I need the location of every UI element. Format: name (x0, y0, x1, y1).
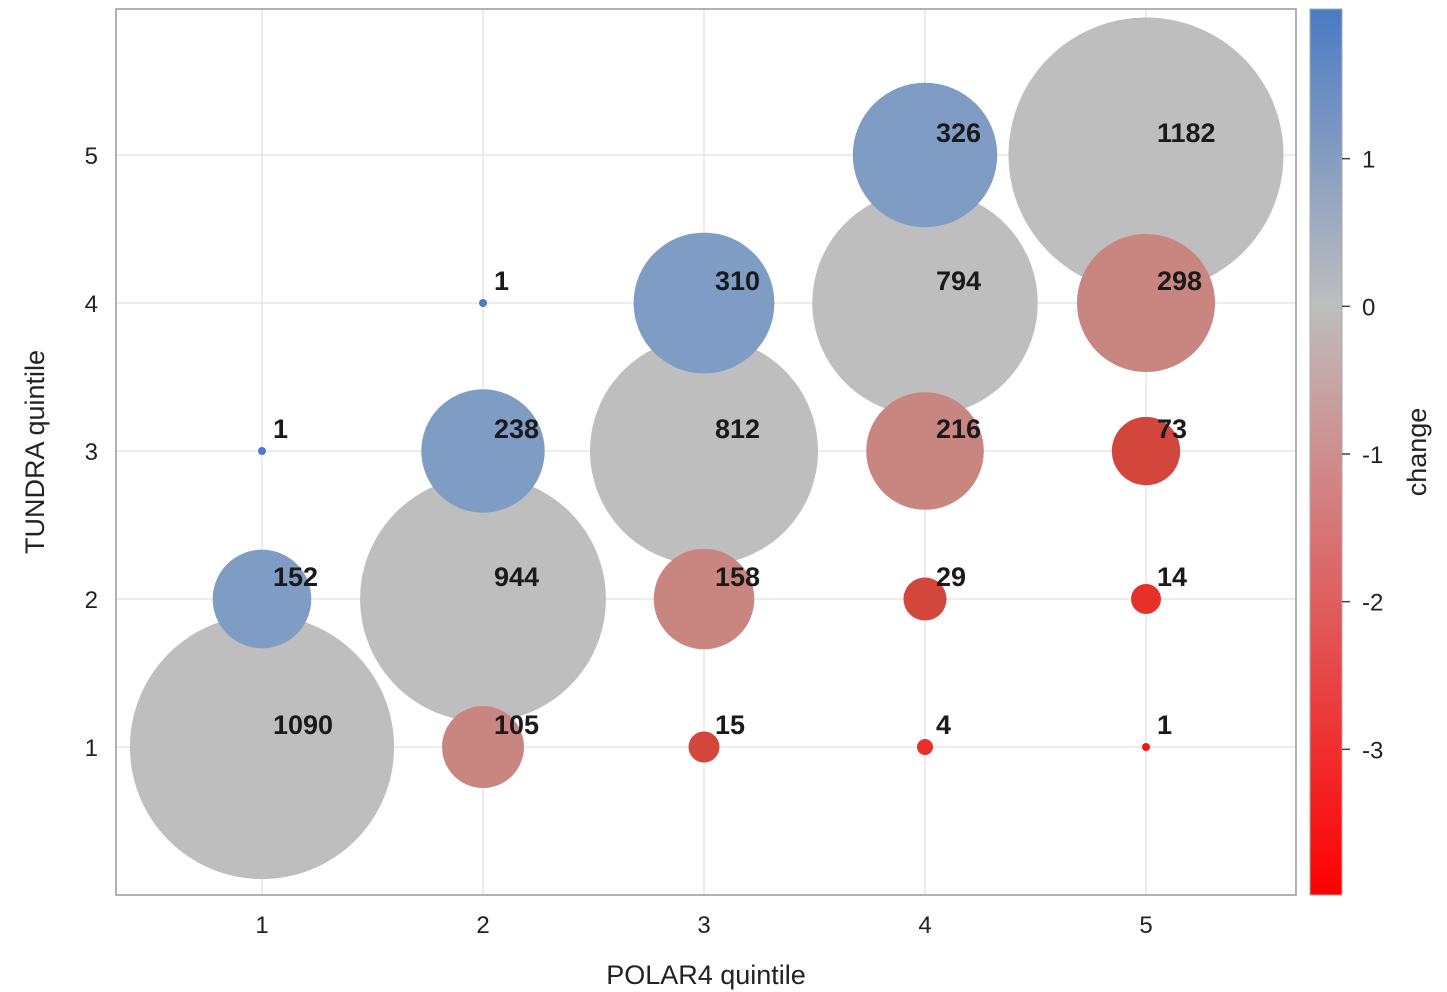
bubble-count-label: 158 (715, 562, 760, 592)
colorbar-frame (1309, 8, 1343, 896)
x-tick-label: 5 (1139, 912, 1152, 939)
bubble-count-label: 4 (936, 710, 951, 740)
x-tick-label: 4 (918, 912, 931, 939)
bubble-point (866, 392, 984, 510)
bubbles (129, 17, 1284, 880)
y-axis-ticks: 1 2 3 4 5 (85, 143, 98, 762)
bubble-point (479, 299, 487, 307)
bubble-count-label: 812 (715, 414, 760, 444)
bubble-point (653, 548, 755, 650)
bubble-count-label: 944 (494, 562, 539, 592)
bubble-count-label: 298 (1157, 266, 1202, 296)
x-axis-ticks: 1 2 3 4 5 (255, 912, 1152, 939)
plot-frame (115, 8, 1297, 896)
bubble-point (688, 731, 720, 763)
y-tick-label: 4 (85, 291, 98, 318)
colorbar-tick-label: 0 (1362, 294, 1375, 321)
bubble-count-label: 794 (936, 266, 981, 296)
bubble-point (1142, 743, 1150, 751)
colorbar-tick-label: 1 (1362, 147, 1375, 174)
bubble-count-label: 15 (715, 710, 745, 740)
bubble-labels: 1090 152 1 105 944 238 1 15 158 812 310 4 29 216 794 32… (273, 118, 1216, 740)
bubble-point (852, 82, 998, 228)
bubble-point (1076, 233, 1216, 373)
bubble-count-label: 73 (1157, 414, 1187, 444)
bubble-count-label: 29 (936, 562, 966, 592)
colorbar-tick-label: -3 (1362, 737, 1383, 764)
colorbar-label: change (1402, 408, 1432, 497)
bubble-point (360, 476, 606, 722)
bubble-count-label: 238 (494, 414, 539, 444)
x-axis-label: POLAR4 quintile (606, 960, 806, 990)
bubble-point (917, 739, 933, 755)
y-tick-label: 2 (85, 587, 98, 614)
bubble-count-label: 326 (936, 118, 981, 148)
colorbar (1310, 9, 1342, 895)
bubble-count-label: 310 (715, 266, 760, 296)
y-tick-label: 3 (85, 439, 98, 466)
bubble-point (633, 232, 775, 374)
colorbar-tick-label: -2 (1362, 590, 1383, 617)
y-tick-label: 5 (85, 143, 98, 170)
y-tick-label: 1 (85, 735, 98, 762)
bubble-count-label: 216 (936, 414, 981, 444)
colorbar-ticks: 1 0 -1 -2 -3 (1342, 147, 1383, 764)
colorbar-tick-label: -1 (1362, 442, 1383, 469)
x-tick-label: 2 (476, 912, 489, 939)
bubble-point (812, 190, 1038, 416)
x-tick-label: 1 (255, 912, 268, 939)
bubble-count-label: 1 (494, 266, 509, 296)
bubble-point (590, 337, 818, 565)
bubble-count-label: 1090 (273, 710, 333, 740)
bubble-point (1008, 17, 1284, 293)
bubble-count-label: 1 (273, 414, 288, 444)
bubble-count-label: 1182 (1157, 118, 1216, 148)
bubble-point (258, 447, 266, 455)
y-axis-label: TUNDRA quintile (20, 350, 50, 554)
bubble-point (421, 389, 545, 513)
bubble-point (129, 614, 395, 880)
bubble-point (903, 577, 947, 621)
bubble-count-label: 1 (1157, 710, 1172, 740)
bubble-count-label: 152 (273, 562, 318, 592)
x-tick-label: 3 (697, 912, 710, 939)
bubble-count-label: 14 (1157, 562, 1187, 592)
bubble-count-label: 105 (494, 710, 539, 740)
bubble-point (212, 549, 312, 649)
bubble-point (1111, 416, 1181, 486)
bubble-point (442, 706, 524, 788)
bubble-point (1131, 584, 1161, 614)
